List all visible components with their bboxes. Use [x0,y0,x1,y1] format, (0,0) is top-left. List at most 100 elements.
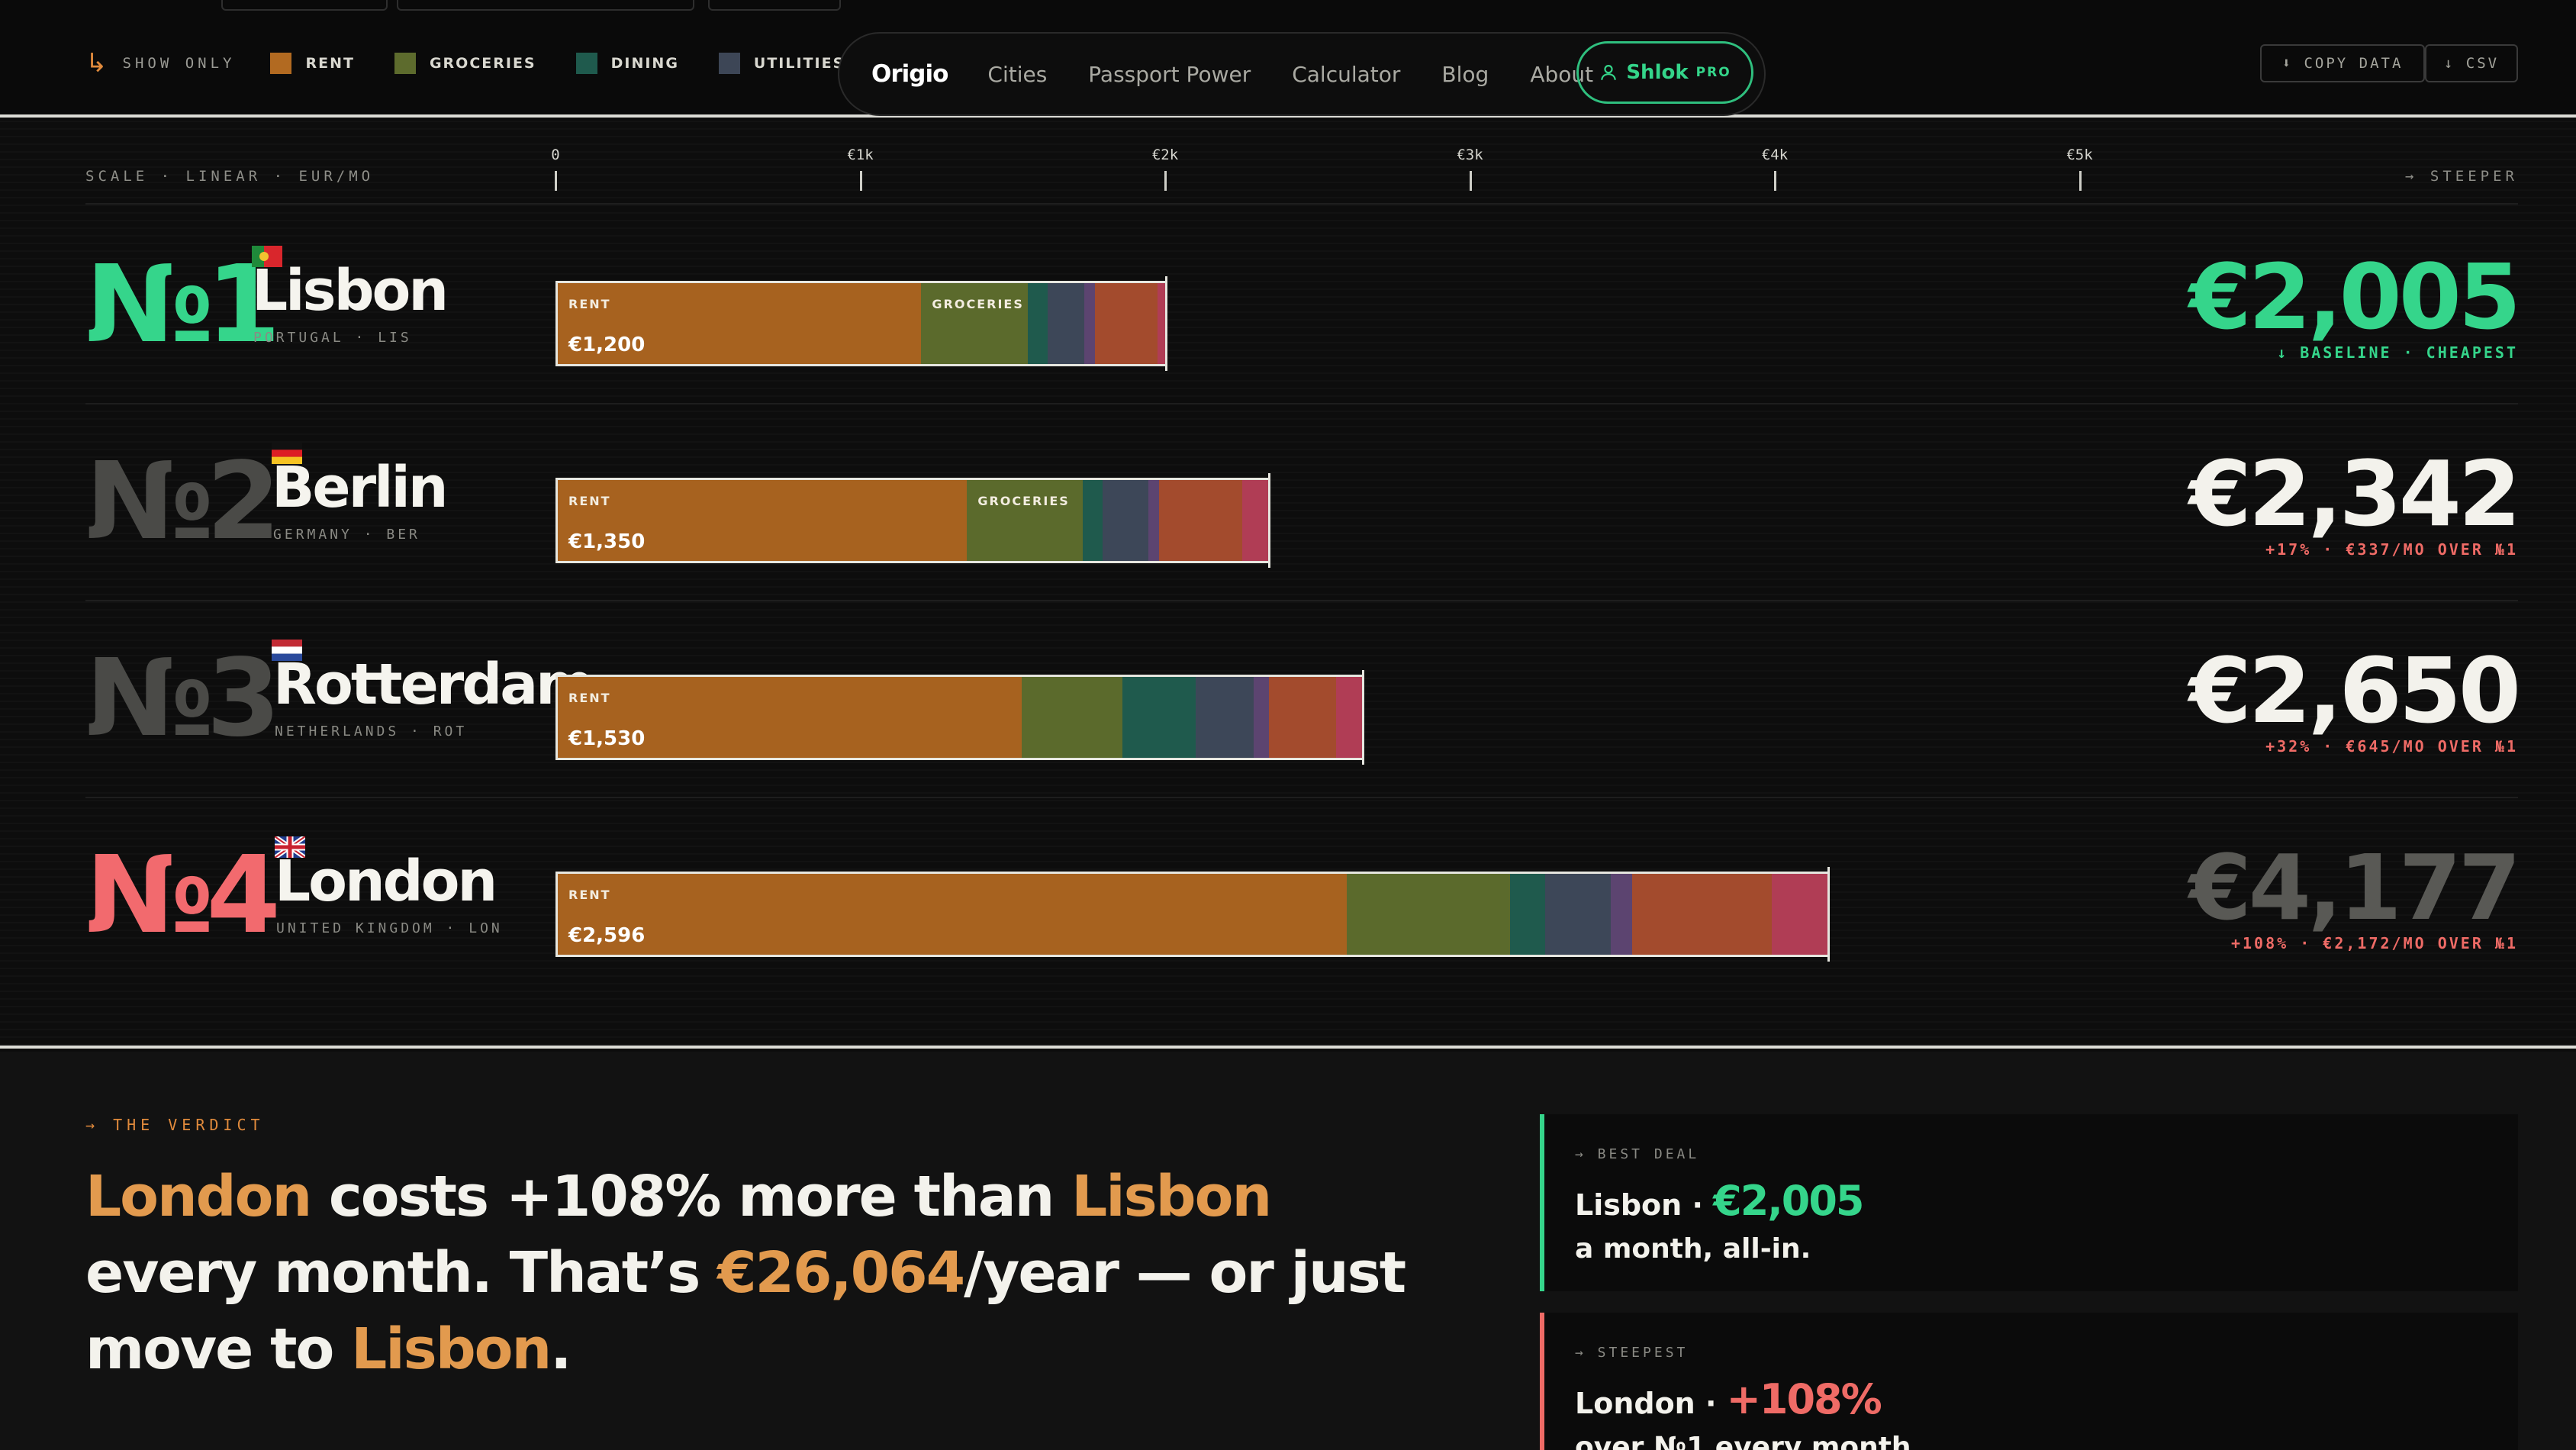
segment-category-label: GROCERIES [977,494,1070,508]
dining-swatch [575,53,597,74]
best-deal-headline: Lisbon · €2,005 [1575,1177,1865,1225]
bar-segment[interactable]: RENT €1,350 [558,480,968,561]
bar-segment[interactable] [1122,677,1196,758]
bar-segment[interactable] [1335,677,1364,758]
bar-segment[interactable] [1159,480,1242,561]
rank-number: №4 [85,833,281,958]
nav-link-blog[interactable]: Blog [1441,61,1489,87]
segment-category-label: RENT [568,494,611,508]
user-account-button[interactable]: Shlok PRO [1576,41,1753,104]
nl-flag-icon [272,640,302,661]
verdict-city-expensive[interactable]: London [85,1164,312,1229]
pt-flag-icon [252,246,282,267]
bar-segment[interactable] [1084,283,1096,364]
groceries-swatch [394,53,416,74]
filter-chip-dining[interactable]: DINING [575,53,679,74]
bar-segment[interactable] [1347,874,1510,955]
bar-segment[interactable] [1095,283,1158,364]
steepest-kicker: → STEEPEST [1575,1345,1689,1361]
steepest-headline: London · +108% [1575,1375,1882,1423]
ghost-chip[interactable] [708,0,841,11]
brand-logo[interactable]: Origio [871,60,948,88]
x-tick-mark [859,171,862,191]
steepest-card[interactable]: → STEEPEST London · +108% over №1 every … [1540,1313,2518,1450]
chart-row-lisbon[interactable]: №1 Lisbon PORTUGAL · LIS RENT €1,200 GROCERIE… [0,206,2576,403]
country-code: GERMANY · BER [273,527,420,543]
nav-link-passport-power[interactable]: Passport Power [1088,61,1251,87]
bar-segment[interactable] [1148,480,1159,561]
stacked-bar[interactable]: RENT €2,596 [555,867,1830,962]
bar-segment[interactable] [1268,677,1336,758]
main-nav: Origio Cities Passport Power Calculator … [838,32,1766,116]
x-tick-mark [1164,171,1167,191]
chart-row-london[interactable]: №4 London UNITED KINGDOM · LON RENT €2,596 €4… [0,797,2576,994]
bar-segment[interactable] [1022,677,1123,758]
filter-chip-rent[interactable]: RENT [270,53,354,74]
stacked-bar[interactable]: RENT €1,530 [555,670,1364,765]
bar-segment[interactable]: GROCERIES [967,480,1084,561]
bar-segment[interactable] [1048,283,1085,364]
bar-segment[interactable]: GROCERIES [921,283,1029,364]
bar-segment[interactable] [1158,283,1167,364]
verdict-section: → THE VERDICT London costs +108% more th… [0,1052,2576,1450]
nav-link-calculator[interactable]: Calculator [1292,61,1401,87]
bar-segment[interactable]: RENT €1,530 [558,677,1022,758]
bar-end-marker [1164,276,1167,371]
x-tick-label: €4k [1761,147,1789,163]
rank-number: №2 [85,440,281,564]
bar-segment[interactable] [1083,480,1103,561]
nav-link-cities[interactable]: Cities [987,61,1048,87]
bar-segment[interactable] [1241,480,1270,561]
bar-segment[interactable] [1103,480,1149,561]
segment-value-label: €1,200 [568,334,646,356]
verdict-text-2: every month. That’s [85,1240,718,1306]
ghost-chip[interactable] [397,0,694,11]
bar-segment[interactable] [1509,874,1545,955]
filter-chip-groceries[interactable]: GROCERIES [394,53,536,74]
city-name[interactable]: Lisbon [252,258,449,324]
filter-chip-utilities[interactable]: UTILITIES [718,53,845,74]
country-code: UNITED KINGDOM · LON [276,920,503,936]
bar-segment[interactable]: RENT €1,200 [558,283,922,364]
bar-segment[interactable] [1610,874,1632,955]
segment-category-label: RENT [568,691,611,705]
stacked-bar[interactable]: RENT €1,350 GROCERIES [555,473,1270,568]
ghost-filter-row [0,0,2576,14]
steepest-separator: · [1695,1387,1727,1420]
bar-segment[interactable] [1544,874,1611,955]
city-name[interactable]: Rotterdam [273,652,594,717]
csv-button[interactable]: ↓ CSV [2425,44,2518,82]
pro-badge: PRO [1695,65,1731,80]
stacked-bar[interactable]: RENT €1,200 GROCERIES [555,276,1167,371]
ghost-chip[interactable] [221,0,388,11]
bar-segment[interactable] [1631,874,1773,955]
best-deal-kicker: → BEST DEAL [1575,1146,1700,1162]
best-deal-separator: · [1682,1188,1714,1222]
steeper-label: → STEEPER [2405,168,2518,185]
copy-data-button[interactable]: ⬇ COPY DATA [2260,44,2425,82]
chart-row-rotterdam[interactable]: №3 Rotterdam NETHERLANDS · ROT RENT €1,530 €2… [0,600,2576,797]
segment-category-label: GROCERIES [932,297,1024,311]
steepest-value: +108% [1726,1375,1882,1423]
bar-segment[interactable]: RENT €2,596 [558,874,1348,955]
bar-segment[interactable] [1253,677,1269,758]
verdict-city-cheap[interactable]: Lisbon [1071,1164,1272,1229]
verdict-statement: London costs +108% more than Lisbon ever… [85,1158,1444,1387]
verdict-yearly-amount: €26,064 [717,1240,965,1306]
best-deal-card[interactable]: → BEST DEAL Lisbon · €2,005 a month, all… [1540,1114,2518,1291]
bar-segment[interactable] [1028,283,1048,364]
rank-number: №1 [85,243,281,367]
scale-label: SCALE · LINEAR · EUR/MO [85,168,375,185]
segment-category-label: RENT [568,888,611,902]
city-name[interactable]: Berlin [272,455,448,520]
x-tick-label: €2k [1151,147,1179,163]
bar-segment[interactable] [1772,874,1829,955]
chart-row-berlin[interactable]: №2 Berlin GERMANY · BER RENT €1,350 GROCERIES… [0,403,2576,600]
steepest-caption: over №1 every month. [1575,1432,1922,1450]
de-flag-icon [272,443,302,464]
verdict-city-cheap-link[interactable]: Lisbon [351,1316,552,1382]
city-name[interactable]: London [275,849,497,914]
bar-segment[interactable] [1195,677,1254,758]
row-separator [85,403,2518,404]
verdict-text-1: costs +108% more than [311,1164,1072,1229]
